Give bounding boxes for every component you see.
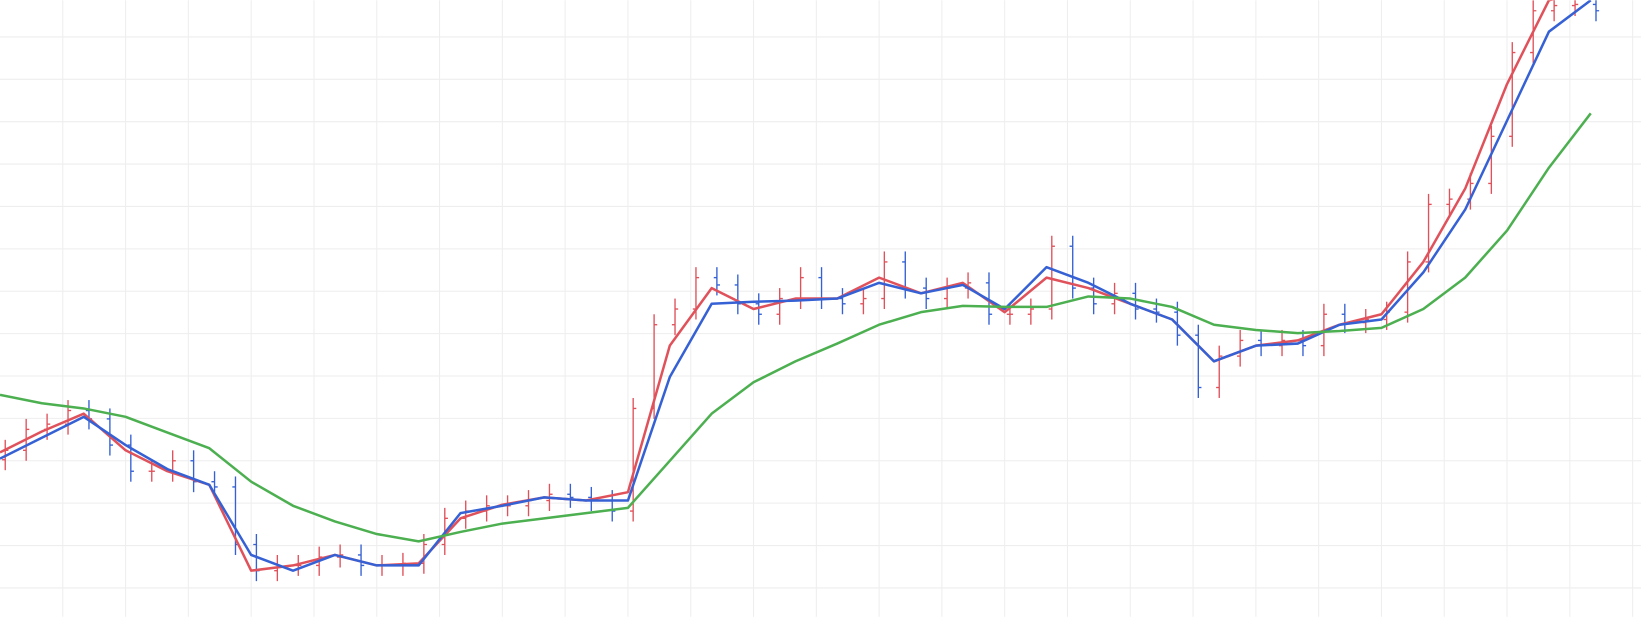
ohlc-bar (127, 434, 134, 482)
ohlc-bar (1132, 282, 1139, 320)
ohlc-bar (860, 288, 867, 315)
ohlc-bar (1195, 324, 1202, 398)
ohlc-bar (755, 293, 762, 325)
ohlc-bar (169, 450, 176, 482)
ohlc-bar (734, 274, 741, 315)
ohlc-bar (567, 483, 574, 508)
ohlc-bar (1216, 345, 1223, 398)
ohlc-bar (1592, 0, 1600, 22)
moving-average-line (0, 0, 1592, 572)
ohlc-bar (1237, 329, 1244, 367)
ohlc-bar (1341, 303, 1348, 334)
moving-average-line (0, 112, 1592, 543)
ohlc-bar (943, 277, 951, 310)
ohlc-bar (1069, 235, 1076, 299)
ohlc-bar (190, 450, 197, 493)
ohlc-bar (1027, 298, 1034, 325)
ohlc-bar (1488, 125, 1495, 194)
ohlc-bar (1446, 188, 1453, 215)
ohlc-bar (357, 544, 365, 576)
plot-area (0, 0, 1600, 582)
ohlc-bar (1404, 251, 1411, 323)
ohlc-bar (818, 267, 825, 310)
ohlc-bar (797, 267, 804, 310)
ohlc-bar (1509, 42, 1516, 147)
ohlc-bar (671, 298, 679, 336)
ohlc-bar (106, 408, 114, 456)
ohlc-bar (1550, 0, 1558, 22)
moving-average-line (0, 0, 1555, 572)
ohlc-bar (839, 288, 846, 315)
ohlc-bar (776, 288, 783, 325)
ohlc-bar (1425, 193, 1432, 273)
